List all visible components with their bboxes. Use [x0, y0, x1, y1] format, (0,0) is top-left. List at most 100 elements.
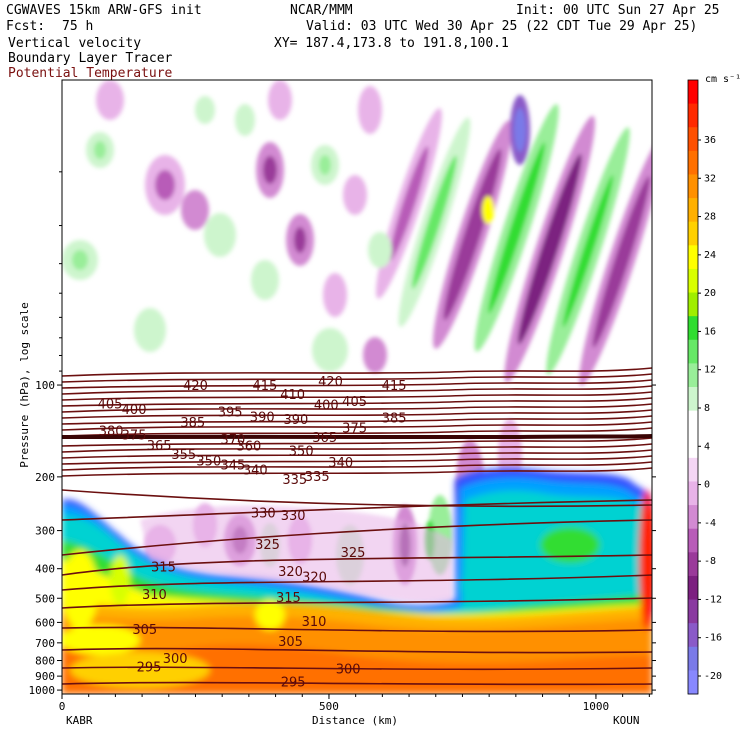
- colorbar-swatch: [688, 434, 698, 459]
- colorbar-swatch: [688, 103, 698, 128]
- theta-label: 410: [280, 388, 305, 403]
- theta-contour: [62, 437, 652, 447]
- theta-label: 420: [318, 375, 343, 390]
- colorbar-label: 4: [704, 441, 710, 452]
- colorbar-swatch: [688, 80, 698, 105]
- theta-label: 400: [314, 399, 339, 414]
- colorbar-label: 0: [704, 480, 710, 491]
- endpoint-left-station: KABR: [66, 714, 93, 727]
- theta-contour: [62, 499, 652, 521]
- theta-label: 315: [276, 591, 301, 606]
- colorbar-swatch: [688, 410, 698, 435]
- theta-label: 310: [142, 588, 167, 603]
- colorbar-swatch: [688, 292, 698, 317]
- theta-contour: [62, 421, 652, 431]
- theta-contour: [62, 666, 652, 671]
- theta-label: 325: [255, 538, 280, 553]
- colorbar-label: 16: [704, 326, 716, 337]
- colorbar-label: 12: [704, 365, 716, 376]
- y-axis-label: Pressure (hPa), log scale: [18, 302, 31, 468]
- colorbar-label: 32: [704, 173, 716, 184]
- colorbar-label: -12: [704, 594, 722, 605]
- theta-label: 395: [218, 405, 243, 420]
- theta-contour: [62, 391, 652, 401]
- x-axis-label: Distance (km): [312, 714, 398, 727]
- theta-label: 405: [98, 398, 123, 413]
- theta-label: 370: [220, 433, 245, 448]
- y-tick-label: 600: [35, 616, 55, 629]
- theta-contour: [62, 403, 652, 413]
- theta-label: 355: [171, 448, 196, 463]
- theta-label: 335: [305, 470, 330, 485]
- theta-contour: [62, 397, 652, 407]
- colorbar-label: -16: [704, 633, 722, 644]
- endpoint-right-station: KOUN: [613, 714, 640, 727]
- colorbar-swatch: [688, 268, 698, 294]
- tropopause-line: [62, 434, 652, 440]
- valid-time: Valid: 03 UTC Wed 30 Apr 25 (22 CDT Tue …: [306, 19, 698, 34]
- colorbar-swatch: [688, 670, 698, 695]
- colorbar-swatch: [688, 623, 698, 648]
- colorbar-swatch: [688, 387, 698, 412]
- x-tick-label: 1000: [583, 700, 610, 713]
- theta-contour: [62, 597, 652, 609]
- colorbar-label: 36: [704, 135, 716, 146]
- colorbar-swatch: [688, 198, 698, 223]
- theta-contour: [62, 409, 652, 419]
- colorbar-label: -8: [704, 556, 716, 567]
- theta-label: 360: [236, 440, 261, 455]
- x-tick-label: 0: [59, 700, 66, 713]
- theta-contour: [62, 449, 652, 459]
- colorbar-swatch: [688, 127, 698, 152]
- theta-label: 295: [281, 676, 306, 691]
- theta-contour: [62, 681, 652, 686]
- theta-label: 330: [251, 507, 276, 522]
- plot-frame: [61, 79, 653, 695]
- y-tick-label: 200: [35, 471, 55, 484]
- theta-label: 380: [99, 425, 124, 440]
- colorbar-swatch: [688, 150, 698, 175]
- y-tick-label: 900: [35, 670, 55, 683]
- colorbar: [687, 79, 699, 695]
- theta-label: 400: [122, 403, 147, 418]
- theta-label: 340: [328, 456, 353, 471]
- theta-label: 305: [132, 623, 157, 638]
- colorbar-label: 24: [704, 250, 716, 261]
- theta-contour: [62, 415, 652, 425]
- theta-label: 415: [382, 379, 407, 394]
- theta-contour: [62, 626, 652, 633]
- colorbar-label: 20: [704, 288, 716, 299]
- theta-label: 335: [282, 473, 307, 488]
- field-vertical-velocity: Vertical velocity: [8, 36, 142, 51]
- y-tick-label: 100: [35, 379, 55, 392]
- x-tick-label: 500: [319, 700, 339, 713]
- theta-contour: [62, 455, 652, 465]
- theta-label: 415: [252, 379, 277, 394]
- colorbar-label: 8: [704, 403, 710, 414]
- theta-contour: [62, 467, 652, 477]
- colorbar-label: 28: [704, 212, 716, 223]
- theta-label: 365: [312, 431, 337, 446]
- colorbar-unit: cm s⁻¹: [705, 74, 740, 85]
- colorbar-label: -20: [704, 671, 722, 682]
- colorbar-label: -4: [704, 518, 716, 529]
- theta-contour: [62, 367, 652, 377]
- colorbar-swatch: [688, 646, 698, 671]
- theta-label: 350: [289, 445, 314, 460]
- theta-label: 390: [250, 411, 275, 426]
- theta-label: 300: [336, 663, 361, 678]
- theta-contour: [62, 427, 652, 437]
- theta-label: 375: [342, 422, 367, 437]
- colorbar-swatch: [688, 552, 698, 577]
- theta-label: 345: [220, 458, 245, 473]
- center-label: NCAR/MMM: [290, 3, 353, 18]
- colorbar-swatch: [688, 528, 698, 553]
- colorbar-frame: [687, 79, 699, 695]
- colorbar-swatch: [688, 245, 698, 270]
- y-tick-label: 500: [35, 592, 55, 605]
- theta-label: 365: [147, 439, 172, 454]
- potential-temperature-contours: [62, 367, 652, 686]
- y-tick-label: 300: [35, 525, 55, 538]
